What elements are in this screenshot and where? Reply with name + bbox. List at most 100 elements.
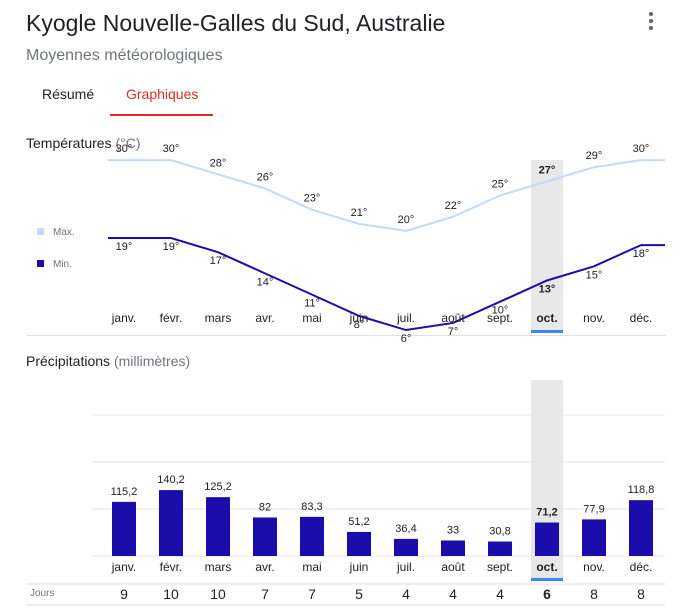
temp-month-label: mai (302, 311, 321, 325)
precip-bar (582, 519, 606, 556)
section-divider (26, 335, 666, 336)
min-temp-label: 18° (633, 248, 650, 260)
page-title: Kyogle Nouvelle-Galles du Sud, Australie (26, 10, 446, 36)
precip-bar (159, 490, 183, 556)
temp-month-label: nov. (583, 311, 605, 325)
precipitation-section-title: Précipitations (millimètres) (26, 353, 190, 369)
min-temperature-line (108, 237, 665, 332)
precip-month-label: août (441, 560, 465, 574)
more-options-icon[interactable] (643, 10, 659, 32)
rainy-days-value: 4 (449, 586, 457, 602)
precip-value-label: 30,8 (489, 526, 510, 538)
precip-month-label: oct. (536, 560, 557, 574)
precip-value-label: 33 (447, 524, 459, 536)
temp-month-label: août (441, 311, 465, 325)
max-temp-label: 30° (163, 143, 180, 155)
rainy-days-value: 8 (637, 586, 645, 602)
min-temp-label: 15° (586, 269, 603, 281)
max-temp-label: 28° (210, 157, 227, 169)
precip-bar (347, 531, 371, 556)
precip-highlight-marker (531, 578, 563, 581)
precip-bar (112, 501, 136, 556)
precip-month-label: juin (349, 560, 369, 574)
legend-max-swatch (37, 228, 44, 235)
rainy-days-value: 4 (496, 586, 504, 602)
precip-value-label: 115,2 (111, 486, 138, 498)
precip-bar (394, 538, 418, 556)
temperature-section-title: Températures (°C) (26, 135, 141, 151)
temp-month-label: sept. (487, 311, 513, 325)
precip-value-label: 77,9 (583, 503, 604, 515)
precip-month-label: juil. (396, 560, 415, 574)
precip-value-label: 82 (259, 501, 271, 513)
temp-month-label: avr. (255, 311, 274, 325)
precip-month-label: déc. (630, 560, 653, 574)
precip-bar (253, 517, 277, 556)
temp-month-label: juin (349, 311, 369, 325)
rainy-days-value: 6 (543, 586, 551, 602)
precip-value-label: 83,3 (301, 501, 322, 513)
precip-value-label: 71,2 (536, 507, 557, 519)
min-temp-label: 19° (163, 241, 180, 253)
precip-month-label: mai (302, 560, 321, 574)
temp-month-label: févr. (160, 311, 183, 325)
min-temp-label: 10° (492, 305, 509, 317)
precip-month-label: nov. (583, 560, 605, 574)
precip-bar (300, 516, 324, 556)
precipitation-unit: (millimètres) (113, 353, 191, 369)
legend-min-swatch (37, 260, 44, 267)
precip-bar (488, 541, 512, 556)
max-temp-label: 27° (539, 164, 556, 176)
max-temp-label: 30° (633, 143, 650, 155)
temperature-unit: (°C) (115, 135, 141, 151)
max-temp-label: 22° (445, 200, 462, 212)
max-temp-label: 25° (492, 179, 509, 191)
max-temp-label: 20° (398, 214, 415, 226)
active-tab-indicator (110, 114, 213, 116)
legend-min-label: Min. (53, 259, 72, 270)
min-temp-label: 7° (448, 326, 459, 338)
precip-month-label: mars (205, 560, 232, 574)
max-temp-label: 26° (257, 171, 274, 183)
precip-value-label: 51,2 (348, 516, 369, 528)
precip-value-label: 125,2 (204, 481, 232, 493)
min-temp-label: 14° (257, 276, 274, 288)
days-label: Jours (30, 588, 54, 599)
min-temp-label: 8° (354, 319, 365, 331)
max-temp-label: 30° (116, 143, 133, 155)
max-temp-label: 29° (586, 150, 603, 162)
precip-bar (629, 500, 653, 556)
temp-month-label: oct. (536, 311, 557, 325)
precip-bar (441, 540, 465, 556)
max-temp-label: 21° (351, 207, 368, 219)
precipitation-title: Précipitations (26, 353, 111, 369)
precip-month-label: avr. (255, 560, 274, 574)
rainy-days-value: 4 (402, 586, 410, 602)
precip-month-label: janv. (111, 560, 136, 574)
rainy-days-value: 10 (163, 586, 179, 602)
min-temp-label: 17° (210, 255, 227, 267)
precip-month-label: sept. (487, 560, 513, 574)
precip-value-label: 36,4 (395, 523, 416, 535)
tab-summary[interactable]: Résumé (42, 86, 95, 102)
min-temp-label: 6° (401, 333, 412, 345)
min-temp-label: 19° (116, 241, 133, 253)
rainy-days-value: 8 (590, 586, 598, 602)
precip-bar (535, 522, 559, 556)
precip-bar (206, 497, 230, 556)
temp-month-label: déc. (630, 311, 653, 325)
temp-month-label: janv. (111, 311, 136, 325)
rainy-days-value: 5 (355, 586, 363, 602)
temp-highlight-marker (531, 330, 563, 333)
min-temp-label: 13° (539, 283, 556, 295)
tab-charts[interactable]: Graphiques (126, 86, 199, 102)
min-temp-label: 11° (304, 298, 320, 310)
max-temperature-line (108, 159, 665, 232)
precip-value-label: 140,2 (157, 474, 185, 486)
max-temp-label: 23° (304, 193, 321, 205)
page-subtitle: Moyennes météorologiques (26, 47, 223, 64)
rainy-days-value: 7 (261, 586, 269, 602)
legend-max-label: Max. (53, 227, 75, 238)
rainy-days-value: 7 (308, 586, 316, 602)
temp-month-label: mars (205, 311, 232, 325)
